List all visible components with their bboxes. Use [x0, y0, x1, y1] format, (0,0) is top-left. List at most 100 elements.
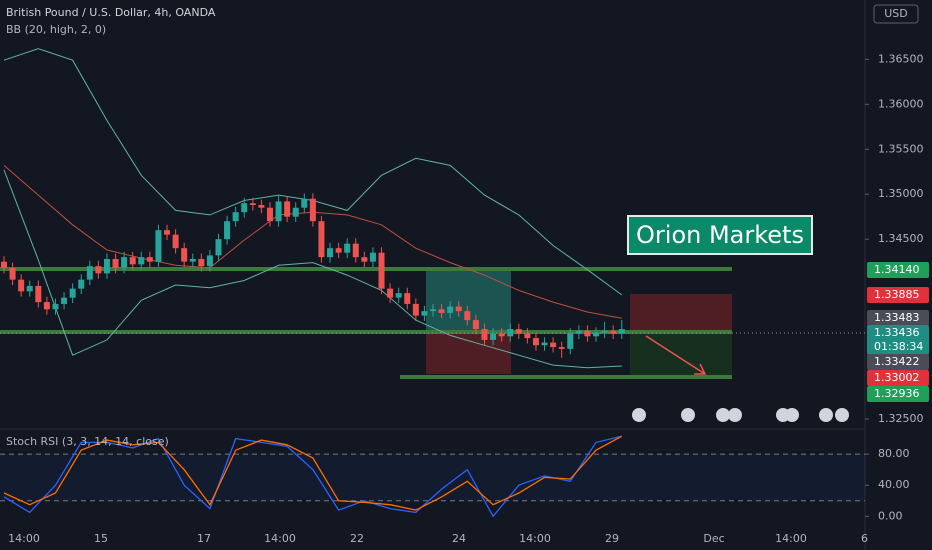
- candle-body: [335, 248, 342, 253]
- candle-body: [344, 243, 351, 253]
- candle-body: [172, 234, 179, 249]
- y-tick-label: 80.00: [878, 447, 910, 460]
- candle-body: [284, 201, 291, 217]
- event-icon: [835, 408, 849, 422]
- price-tag: 1.34140: [867, 262, 929, 278]
- x-tick-label: 22: [350, 532, 364, 545]
- candle-body: [309, 198, 316, 222]
- candle-body: [455, 306, 462, 312]
- candle-body: [601, 330, 608, 333]
- price-tag: 1.33002: [867, 370, 929, 386]
- candle-body: [532, 338, 539, 346]
- candle-body: [266, 207, 273, 222]
- y-tick-label: 1.32500: [878, 412, 924, 425]
- x-tick-label: 24: [452, 532, 466, 545]
- y-tick-label: 1.35500: [878, 142, 924, 155]
- x-tick-label: 6: [861, 532, 868, 545]
- level-line: [0, 330, 732, 334]
- currency[interactable]: USD: [884, 7, 908, 20]
- candle-body: [567, 333, 574, 349]
- candle-body: [327, 248, 334, 258]
- candle-body: [498, 333, 505, 337]
- price-tag-text: 1.33885: [874, 288, 920, 301]
- stop-zone: [426, 330, 511, 374]
- price-tag-text: 1.33436: [874, 326, 920, 339]
- price-tag-text: 1.33002: [874, 371, 920, 384]
- candle-body: [43, 302, 50, 310]
- candle-body: [421, 311, 428, 316]
- x-tick-label: 14:00: [775, 532, 807, 545]
- drawings: [0, 267, 865, 379]
- candle-body: [86, 266, 93, 280]
- y-tick-label: 1.36000: [878, 97, 924, 110]
- candle-body: [515, 329, 522, 334]
- x-tick-label: 17: [197, 532, 211, 545]
- candle-body: [52, 303, 59, 310]
- candle-body: [146, 257, 153, 262]
- x-tick-label: 14:00: [8, 532, 40, 545]
- candle-body: [430, 309, 436, 312]
- candle-body: [618, 329, 625, 334]
- price-tag-bg: [867, 354, 929, 370]
- arrow: [645, 335, 707, 375]
- price-tag: 1.33483: [867, 310, 929, 326]
- candle-body: [164, 230, 171, 235]
- candle-body: [412, 303, 419, 316]
- x-tick-label: 29: [605, 532, 619, 545]
- event-icons: [632, 408, 849, 422]
- candle-body: [395, 293, 402, 298]
- price-tag-text: 1.33483: [874, 311, 920, 324]
- candle-body: [18, 279, 25, 292]
- candle-body: [224, 221, 231, 240]
- candle-body: [112, 258, 119, 268]
- x-tick-label: 14:00: [519, 532, 551, 545]
- watermark-box: [627, 215, 813, 255]
- band-fill: [0, 454, 865, 501]
- y-tick-label: 1.34500: [878, 232, 924, 245]
- event-icon: [819, 408, 833, 422]
- candle-body: [610, 330, 617, 334]
- candle-body: [206, 255, 213, 267]
- currency-button[interactable]: [873, 4, 919, 24]
- candle-body: [369, 252, 376, 262]
- candle-body: [241, 203, 248, 213]
- target-zone: [630, 332, 732, 377]
- candle-body: [129, 257, 136, 265]
- candle-body: [464, 311, 471, 321]
- candle-body: [61, 297, 68, 304]
- candle-body: [352, 243, 359, 258]
- y-tick-label: 0.00: [878, 509, 903, 522]
- price-tag-bg: [867, 262, 929, 278]
- event-icon: [716, 408, 730, 422]
- candle-body: [318, 221, 325, 258]
- candle-body: [189, 258, 196, 262]
- x-tick-label: 14:00: [264, 532, 296, 545]
- price-tag-bg: [867, 287, 929, 303]
- candle-body: [378, 252, 385, 289]
- candle-body: [507, 329, 514, 337]
- candle-body: [558, 347, 565, 349]
- price-tag: 1.32936: [867, 386, 929, 402]
- candle-body: [575, 330, 582, 334]
- candle-body: [524, 333, 531, 339]
- level-line: [400, 375, 732, 379]
- event-icon: [785, 408, 799, 422]
- x-tick-label: Dec: [703, 532, 724, 545]
- bb-line: [3, 169, 622, 369]
- candle-body: [258, 205, 265, 208]
- candle-body: [69, 288, 76, 298]
- candle-body: [490, 333, 497, 340]
- candle-body: [78, 279, 85, 289]
- candle-body: [275, 201, 282, 222]
- indicator-label: BB (20, high, 2, 0): [6, 23, 106, 36]
- candle-body: [155, 230, 162, 262]
- watermark: Orion Markets: [636, 221, 804, 249]
- candle-body: [541, 342, 548, 346]
- price-tag-bg: [867, 310, 929, 326]
- price-tag-bg: [867, 325, 929, 355]
- price-tag-text: 1.32936: [874, 387, 920, 400]
- candle-body: [550, 342, 557, 348]
- candle-body: [215, 239, 222, 256]
